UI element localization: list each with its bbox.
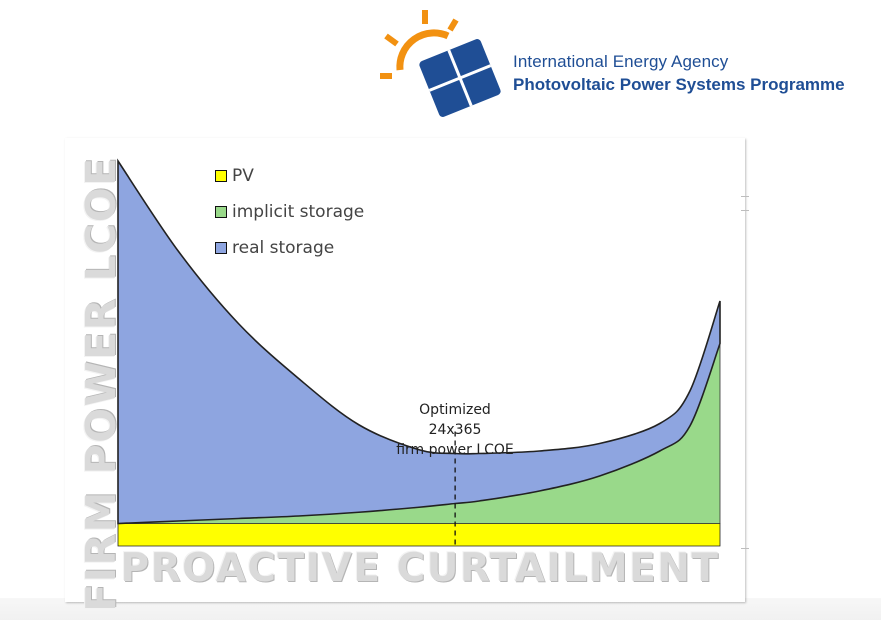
annotation-line-1: Optimized 24x365 (419, 402, 491, 438)
x-axis-label: PROACTIVE CURTAILMENT (120, 546, 720, 591)
frame-edge-tick (741, 210, 749, 211)
legend-item-real-storage: real storage (215, 230, 364, 266)
legend-item-pv: PV (215, 158, 364, 194)
legend-item-implicit-storage: implicit storage (215, 194, 364, 230)
legend-label-pv: PV (232, 166, 254, 186)
chart-frame: FIRM POWER LCOE PROACTIVE CURTAILMENT PV… (65, 138, 749, 612)
lcoe-area-chart (117, 158, 721, 547)
legend-swatch-implicit-storage (215, 206, 227, 218)
page-bottom-band (0, 598, 881, 620)
sun-with-solar-panel-logo-icon (380, 10, 501, 117)
legend-label-implicit-storage: implicit storage (232, 202, 365, 222)
area-pv (117, 523, 721, 547)
frame-edge-tick (741, 196, 749, 197)
legend-label-real-storage: real storage (232, 238, 335, 258)
logo-programme-name: Photovoltaic Power Systems Programme (513, 75, 845, 94)
optimum-annotation: Optimized 24x365 firm power LCOE (395, 400, 515, 460)
y-axis-label: FIRM POWER LCOE (77, 156, 125, 612)
area-real-storage (117, 158, 721, 525)
legend-swatch-pv (215, 170, 227, 182)
chart-legend: PV implicit storage real storage (215, 158, 364, 266)
logo-organization-name: International Energy Agency (513, 52, 729, 71)
iea-pvps-logo: International Energy Agency Photovoltaic… (378, 8, 878, 123)
frame-edge-tick (741, 548, 749, 549)
legend-swatch-real-storage (215, 242, 227, 254)
annotation-line-2: firm power LCOE (396, 442, 514, 458)
